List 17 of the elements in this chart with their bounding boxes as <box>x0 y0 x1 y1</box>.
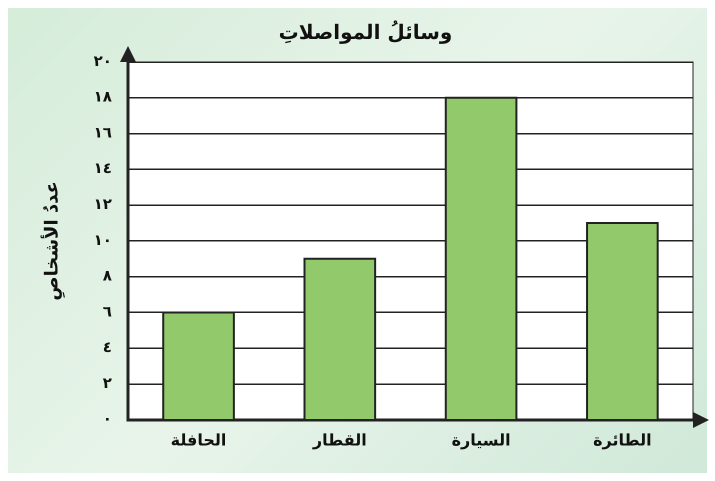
y-tick-label: ٤ <box>102 338 112 356</box>
y-tick-label: ٦ <box>102 302 112 320</box>
chart-title: وسائلُ المواصلاتِ <box>278 20 452 44</box>
y-axis-title: عددُ الأشخاصِ <box>40 181 66 301</box>
y-tick-label: ١٦ <box>94 123 112 142</box>
y-tick-label: ٨ <box>102 266 112 285</box>
x-tick-label: السيارة <box>452 430 511 450</box>
y-tick-label: ٢٠ <box>94 52 112 70</box>
y-tick-label: ١٢ <box>94 195 112 214</box>
x-tick-label: الحافلة <box>170 430 226 450</box>
x-tick-label: الطائرة <box>593 430 652 450</box>
y-tick-label: ١٠ <box>94 230 112 249</box>
y-tick-label: ١٨ <box>94 88 112 106</box>
y-tick-label: ١٤ <box>94 159 112 178</box>
y-tick-label: ٢ <box>102 374 112 392</box>
y-tick-label: ٠ <box>102 410 112 428</box>
x-tick-label: القطار <box>312 430 367 450</box>
